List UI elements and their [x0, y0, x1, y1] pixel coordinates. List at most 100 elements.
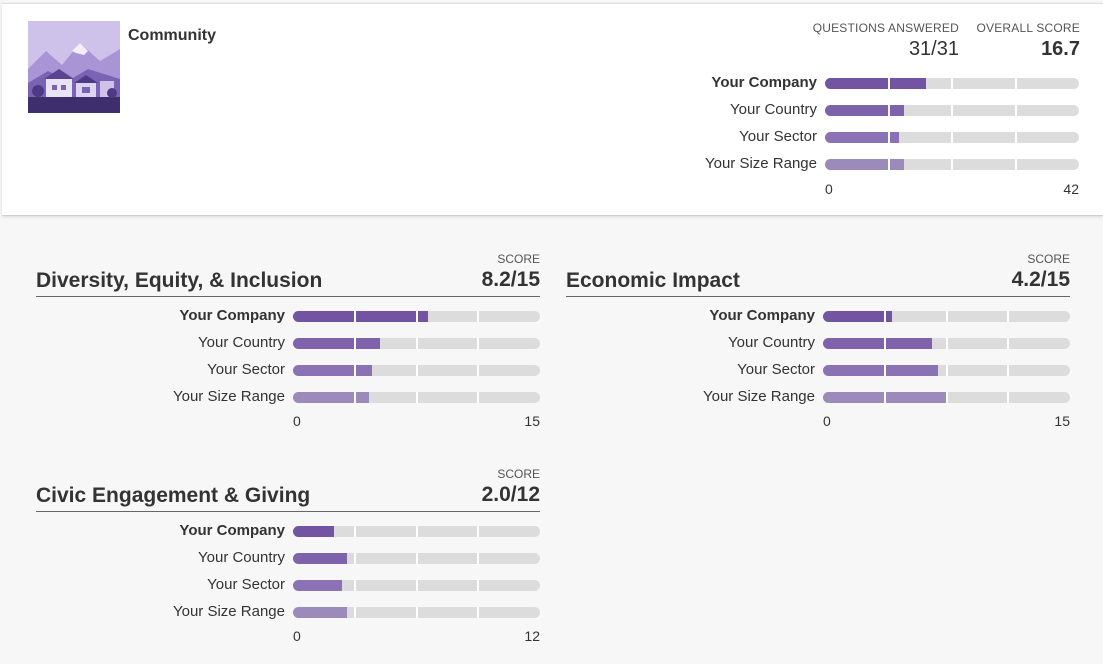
bar-gridline: [477, 392, 480, 403]
section-score-value: 2.0/12: [481, 483, 540, 506]
your-country-bar-fill: [823, 338, 932, 349]
your-company-bar-fill: [293, 526, 335, 537]
section-title: Civic Engagement & Giving: [36, 484, 311, 507]
bar-gridline: [415, 365, 418, 376]
section-score-value: 8.2/15: [481, 268, 540, 291]
bar-gridline: [353, 338, 356, 349]
bar-gridline: [353, 580, 356, 591]
overall-comparison-bars: Your Company Your Country Your Sector Your …: [2, 4, 1103, 217]
section-economic-impact: Economic Impact SCORE 4.2/15 Your Company Yo…: [566, 250, 1072, 445]
your-country-bar-fill: [293, 338, 381, 349]
bar-gridline: [887, 105, 890, 116]
section-divider: [36, 511, 540, 512]
bar-gridline: [1014, 78, 1017, 89]
section-score-label: SCORE: [497, 467, 540, 481]
bar-gridline: [415, 580, 418, 591]
your-company-bar-fill: [825, 78, 926, 89]
bar-gridline: [887, 159, 890, 170]
bar-gridline: [1007, 392, 1010, 403]
your-company-bar-track: [825, 78, 1079, 89]
bar-gridline: [415, 311, 418, 322]
questions-answered-label: QUESTIONS ANSWERED: [812, 21, 959, 35]
your-size-range-bar-fill: [293, 607, 347, 618]
bar-gridline: [883, 365, 886, 376]
bar-gridline: [945, 311, 948, 322]
bar-gridline: [1007, 338, 1010, 349]
questions-answered-stat: QUESTIONS ANSWERED 31/31: [813, 21, 959, 61]
your-sector-bar-track: [825, 132, 1079, 143]
bar-gridline: [945, 365, 948, 376]
bar-gridline: [415, 392, 418, 403]
bar-gridline: [951, 132, 953, 143]
bar-gridline: [951, 159, 953, 170]
bar-gridline: [477, 607, 480, 618]
bar-gridline: [883, 311, 886, 322]
your-sector-bar-fill: [823, 365, 939, 376]
your-country-bar-fill: [825, 105, 904, 116]
section-title: Economic Impact: [566, 269, 740, 292]
bar-gridline: [1014, 159, 1017, 170]
your-country-label: Your Country: [730, 101, 817, 118]
your-company-label: Your Company: [711, 74, 817, 91]
axis-min-label: 0: [823, 413, 831, 429]
your-country-bar-track: [825, 105, 1079, 116]
community-thumbnail-image: [28, 21, 120, 113]
bar-gridline: [353, 392, 356, 403]
bar-gridline: [353, 526, 356, 537]
your-sector-bar-fill: [293, 365, 373, 376]
section-divider: [566, 296, 1070, 297]
your-country-bar-track: [823, 338, 1070, 349]
bar-gridline: [415, 338, 418, 349]
your-size-range-bar-track: [823, 392, 1070, 403]
section-civic-engagement-giving: Civic Engagement & Giving SCORE 2.0/12 Your…: [36, 465, 542, 660]
your-company-label: Your Company: [709, 307, 815, 324]
bar-gridline: [951, 78, 953, 89]
bar-gridline: [887, 78, 890, 89]
bar-gridline: [353, 365, 356, 376]
bar-gridline: [1007, 311, 1010, 322]
section-diversity-equity-inclusion: Diversity, Equity, & Inclusion SCORE 8.2/1…: [36, 250, 542, 445]
overall-score-label: OVERALL SCORE: [976, 21, 1080, 35]
your-sector-label: Your Sector: [737, 361, 815, 378]
your-sector-label: Your Sector: [739, 128, 817, 145]
your-size-range-bar-track: [293, 607, 540, 618]
overall-score-stat: OVERALL SCORE 16.7: [976, 21, 1080, 61]
section-score-label: SCORE: [1027, 252, 1070, 266]
your-company-label: Your Company: [179, 522, 285, 539]
community-summary-card: Community QUESTIONS ANSWERED 31/31 OVERA…: [2, 3, 1103, 216]
your-country-label: Your Country: [728, 334, 815, 351]
your-sector-label: Your Sector: [207, 576, 285, 593]
questions-answered-value: 31/31: [908, 38, 959, 60]
axis-max-label: 12: [524, 628, 540, 644]
your-sector-bar-track: [293, 580, 540, 591]
bar-gridline: [415, 553, 418, 564]
bar-gridline: [477, 580, 480, 591]
bar-gridline: [353, 553, 356, 564]
your-size-range-label: Your Size Range: [172, 603, 285, 620]
section-score-value: 4.2/15: [1011, 268, 1070, 291]
bar-gridline: [353, 311, 356, 322]
bar-gridline: [945, 338, 948, 349]
your-company-label: Your Company: [179, 307, 285, 324]
your-size-range-bar-fill: [293, 392, 369, 403]
section-divider: [36, 296, 540, 297]
your-company-bar-fill: [293, 311, 429, 322]
bar-gridline: [1014, 132, 1017, 143]
section-score-label: SCORE: [497, 252, 540, 266]
bar-gridline: [353, 607, 356, 618]
your-size-range-bar-track: [825, 159, 1079, 170]
your-size-range-bar-fill: [825, 159, 904, 170]
your-country-bar-track: [293, 338, 540, 349]
axis-min-label: 0: [825, 181, 833, 197]
axis-max-label: 15: [524, 413, 540, 429]
bar-gridline: [477, 338, 480, 349]
your-size-range-label: Your Size Range: [704, 155, 817, 172]
your-country-bar-track: [293, 553, 540, 564]
overall-score-value: 16.7: [1041, 38, 1080, 60]
page-title: Community: [128, 27, 216, 44]
your-country-label: Your Country: [198, 334, 285, 351]
bar-gridline: [415, 607, 418, 618]
your-size-range-label: Your Size Range: [172, 388, 285, 405]
bar-gridline: [477, 553, 480, 564]
bar-gridline: [477, 311, 480, 322]
